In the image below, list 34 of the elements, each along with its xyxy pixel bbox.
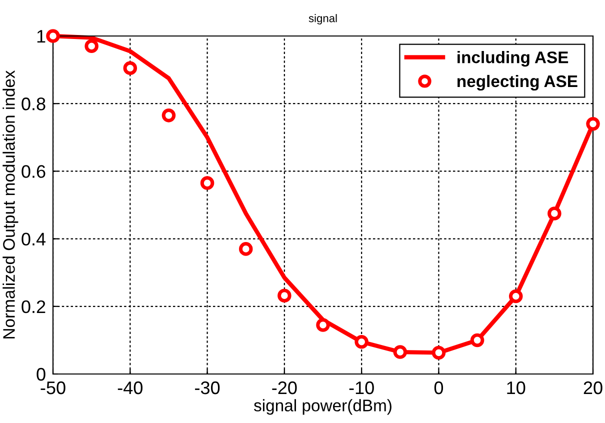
point [548, 206, 562, 220]
x-tick-label: -50 [40, 381, 66, 394]
y-tick-label: 0.2 [22, 300, 46, 314]
point [84, 39, 98, 54]
y-axis-title: Normalized Output modulation index [2, 70, 18, 338]
point [278, 288, 292, 302]
y-tick-label: 0.8 [22, 98, 46, 110]
point [470, 333, 484, 348]
y-tick-label: 0 [36, 368, 46, 381]
y-tick-label: 0.6 [22, 165, 46, 178]
point [238, 242, 253, 256]
point [162, 108, 176, 122]
x-tick-label: 10 [507, 381, 526, 394]
point [393, 345, 408, 359]
point [123, 61, 138, 75]
point [508, 289, 523, 304]
x-tick-label: -40 [118, 381, 142, 394]
y-tick-label: 0.4 [22, 232, 46, 246]
y-tick-label: 1 [37, 30, 46, 43]
point [316, 318, 330, 332]
x-tick-label: 0 [434, 381, 444, 394]
x-tick-label: -10 [349, 381, 374, 394]
legend-label: neglecting ASE [457, 74, 578, 91]
x-axis-title: signal power(dBm) [254, 399, 392, 415]
x-tick-label: -30 [195, 381, 220, 394]
legend-label: including ASE [458, 51, 568, 67]
point [586, 116, 600, 131]
x-tick-label: -20 [272, 381, 297, 394]
point [354, 335, 368, 349]
point [200, 176, 214, 190]
point [432, 346, 446, 360]
point [46, 29, 60, 43]
chart-title: signal [308, 14, 337, 24]
x-tick-label: 20 [584, 381, 602, 394]
